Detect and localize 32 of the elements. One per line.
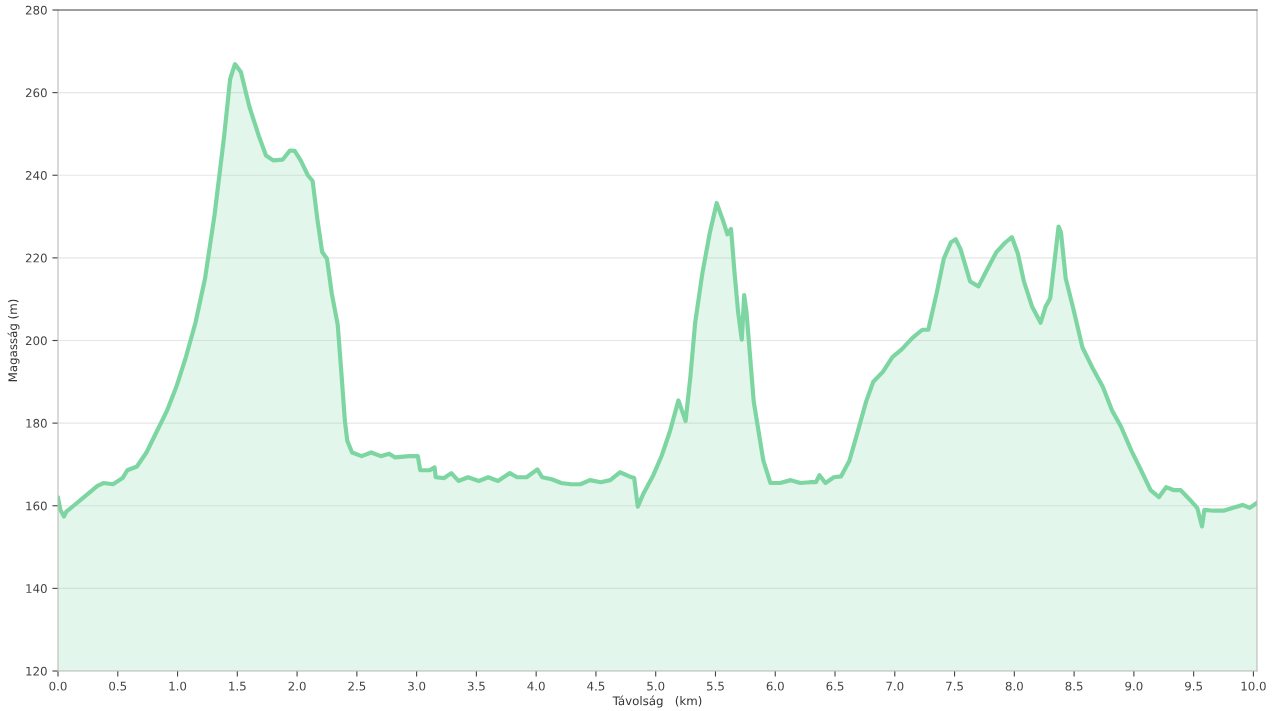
x-tick-label: 7.5 bbox=[946, 681, 963, 691]
x-tick-label: 5.0 bbox=[647, 681, 665, 691]
x-tick-label: 2.5 bbox=[348, 681, 366, 691]
x-tick-label: 3.5 bbox=[467, 681, 485, 691]
x-tick-label: 2.0 bbox=[288, 681, 306, 691]
y-tick-label: 240 bbox=[25, 170, 47, 180]
x-tick-label: 0.0 bbox=[49, 681, 67, 691]
x-tick-label: 8.0 bbox=[1005, 681, 1023, 691]
y-tick-label: 120 bbox=[26, 666, 47, 676]
x-tick-label: 0.5 bbox=[109, 681, 127, 691]
x-tick-label: 4.5 bbox=[587, 681, 605, 691]
x-tick-label: 4.0 bbox=[527, 681, 545, 691]
y-tick-label: 160 bbox=[26, 501, 47, 511]
x-tick-label: 7.0 bbox=[886, 681, 904, 691]
y-tick-label: 220 bbox=[25, 253, 47, 263]
x-tick-label: 10.0 bbox=[1241, 681, 1266, 691]
x-tick-label: 9.0 bbox=[1125, 681, 1143, 691]
x-axis-title: Távolság (km) bbox=[612, 695, 702, 708]
x-tick-label: 6.5 bbox=[826, 681, 844, 691]
y-tick-label: 200 bbox=[25, 336, 47, 346]
x-tick-label: 1.0 bbox=[169, 681, 187, 691]
y-tick-label: 260 bbox=[25, 88, 47, 98]
x-tick-label: 6.0 bbox=[766, 681, 784, 691]
y-tick-label: 180 bbox=[26, 418, 47, 428]
x-tick-label: 8.5 bbox=[1065, 681, 1083, 691]
y-tick-label: 140 bbox=[26, 584, 47, 594]
y-tick-label: 280 bbox=[25, 5, 47, 15]
x-tick-label: 1.5 bbox=[229, 681, 246, 691]
x-tick-label: 3.0 bbox=[408, 681, 426, 691]
x-tick-label: 9.5 bbox=[1185, 681, 1202, 691]
y-axis-title: Magasság (m) bbox=[7, 299, 20, 382]
x-tick-label: 5.5 bbox=[707, 681, 724, 691]
